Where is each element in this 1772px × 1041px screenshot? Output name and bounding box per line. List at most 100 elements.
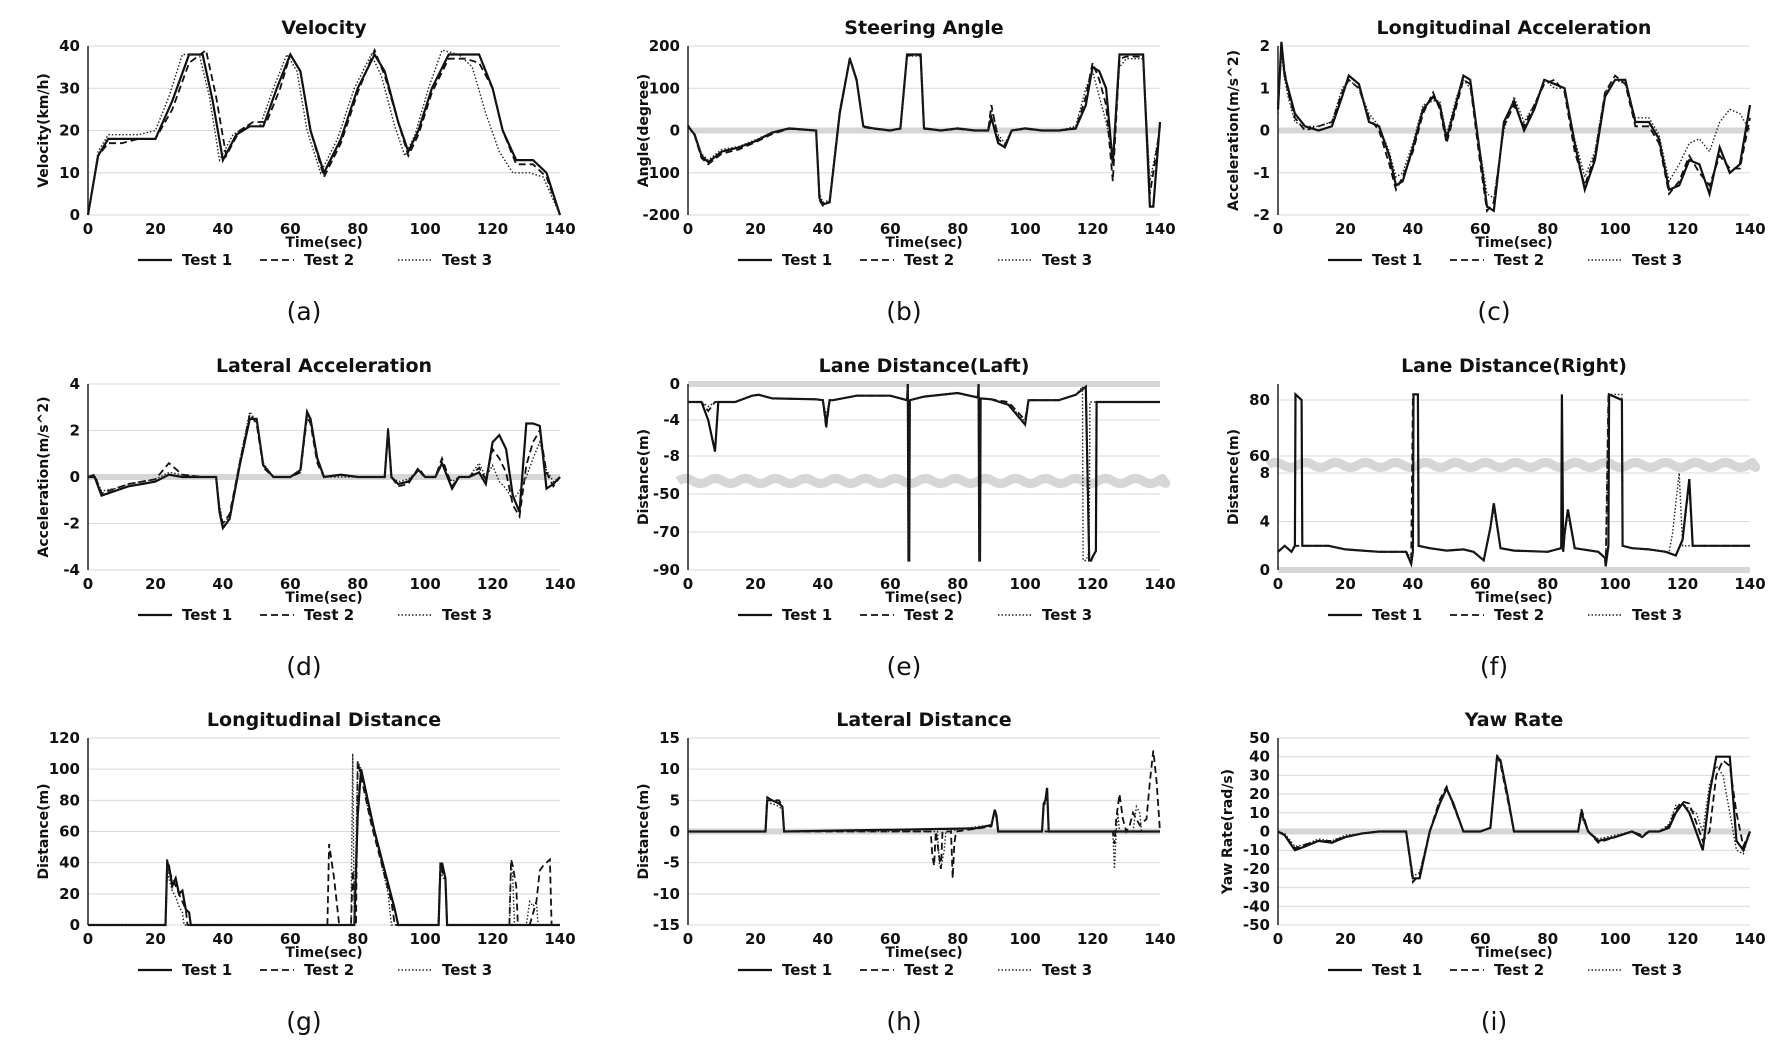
- chart-g: 0 20 40 60 80 100 120 0 20 40 60 80 100 120 140 Longitu…: [36, 709, 576, 1036]
- x-tick-i-2: 40: [1402, 930, 1423, 948]
- y-tick-f-3: 4: [1260, 513, 1270, 531]
- series-h-3: [688, 793, 1160, 870]
- y-tick-e-3: -90: [653, 561, 680, 579]
- x-tick-e-6: 120: [1077, 575, 1108, 593]
- chart-title-d: Lateral Acceleration: [216, 355, 432, 377]
- x-tick-c-4: 80: [1537, 220, 1558, 238]
- x-tick-a-1: 20: [145, 220, 166, 238]
- y-tick-e-0: -8: [663, 447, 680, 465]
- x-tick-f-0: 0: [1273, 575, 1283, 593]
- y-tick-b-1: -100: [642, 164, 680, 182]
- y-tick-g-0: 0: [70, 916, 80, 934]
- y-tick-h-2: -5: [663, 854, 680, 872]
- y-tick-d-2: 0: [70, 468, 80, 486]
- y-tick-i-2: -30: [1243, 879, 1270, 897]
- legend-label-h-1: Test 1: [782, 961, 832, 979]
- y-tick-b-0: -200: [642, 206, 680, 224]
- y-tick-b-2: 0: [670, 122, 680, 140]
- y-axis-label-c: Acceleration(m/s^2): [1226, 50, 1242, 211]
- y-tick-c-4: 2: [1260, 37, 1270, 55]
- x-tick-h-7: 140: [1144, 930, 1175, 948]
- series-g-1: [88, 768, 560, 927]
- x-axis-label-a: Time(sec): [285, 235, 362, 251]
- x-tick-g-2: 40: [212, 930, 233, 948]
- x-tick-g-1: 20: [145, 930, 166, 948]
- x-tick-d-0: 0: [83, 575, 93, 593]
- y-tick-a-2: 20: [59, 122, 80, 140]
- legend-label-b-2: Test 2: [904, 251, 954, 269]
- y-tick-i-4: -10: [1243, 841, 1270, 859]
- legend-label-a-3: Test 3: [442, 251, 492, 269]
- x-tick-e-4: 80: [947, 575, 968, 593]
- legend-label-d-2: Test 2: [304, 606, 354, 624]
- x-tick-h-5: 100: [1009, 930, 1040, 948]
- legend-label-f-3: Test 3: [1632, 606, 1682, 624]
- x-axis-label-g: Time(sec): [285, 945, 362, 961]
- legend-label-g-1: Test 1: [182, 961, 232, 979]
- y-tick-e-4: -70: [653, 523, 680, 541]
- series-h-1: [688, 787, 1160, 833]
- x-tick-i-5: 100: [1599, 930, 1630, 948]
- legend-label-i-2: Test 2: [1494, 961, 1544, 979]
- y-axis-label-h: Distance(m): [636, 783, 652, 879]
- y-tick-d-3: 2: [70, 422, 80, 440]
- y-tick-i-6: 10: [1249, 804, 1270, 822]
- y-tick-f-4: 8: [1260, 464, 1270, 482]
- x-tick-e-5: 100: [1009, 575, 1040, 593]
- chart-title-e: Lane Distance(Laft): [819, 355, 1030, 377]
- x-tick-a-4: 80: [347, 220, 368, 238]
- x-tick-a-6: 120: [477, 220, 508, 238]
- x-tick-i-4: 80: [1537, 930, 1558, 948]
- x-tick-h-6: 120: [1077, 930, 1108, 948]
- x-tick-b-5: 100: [1009, 220, 1040, 238]
- x-tick-b-7: 140: [1144, 220, 1175, 238]
- y-tick-a-1: 10: [59, 164, 80, 182]
- y-tick-e-2: 0: [670, 375, 680, 393]
- x-tick-a-7: 140: [544, 220, 575, 238]
- y-tick-d-1: -2: [63, 515, 80, 533]
- x-axis-label-f: Time(sec): [1475, 590, 1552, 606]
- x-tick-c-6: 120: [1667, 220, 1698, 238]
- x-tick-e-1: 20: [745, 575, 766, 593]
- x-tick-d-2: 40: [212, 575, 233, 593]
- chart-title-f: Lane Distance(Right): [1401, 355, 1627, 377]
- x-tick-a-3: 60: [280, 220, 301, 238]
- x-tick-e-2: 40: [812, 575, 833, 593]
- series-c-1: [1276, 41, 1752, 213]
- series-a-1: [86, 52, 562, 216]
- x-tick-c-2: 40: [1402, 220, 1423, 238]
- x-tick-b-6: 120: [1077, 220, 1108, 238]
- x-tick-f-7: 140: [1734, 575, 1765, 593]
- legend-label-b-3: Test 3: [1042, 251, 1092, 269]
- y-tick-c-2: 0: [1260, 122, 1270, 140]
- x-tick-c-1: 20: [1335, 220, 1356, 238]
- x-axis-label-c: Time(sec): [1475, 235, 1552, 251]
- chart-title-a: Velocity: [281, 17, 367, 39]
- x-axis-label-b: Time(sec): [885, 235, 962, 251]
- series-e-3: [688, 383, 1160, 562]
- y-tick-h-3: 0: [670, 823, 680, 841]
- chart-title-c: Longitudinal Acceleration: [1377, 17, 1652, 39]
- y-axis-label-i: Yaw Rate(rad/s): [1220, 769, 1236, 895]
- x-tick-e-3: 60: [880, 575, 901, 593]
- y-tick-f-2: 0: [1260, 561, 1270, 579]
- legend-label-a-1: Test 1: [182, 251, 232, 269]
- x-tick-h-1: 20: [745, 930, 766, 948]
- y-tick-d-4: 4: [70, 375, 80, 393]
- x-tick-g-7: 140: [544, 930, 575, 948]
- x-tick-i-0: 0: [1273, 930, 1283, 948]
- x-tick-b-0: 0: [683, 220, 693, 238]
- y-tick-i-10: 50: [1249, 729, 1270, 747]
- x-tick-d-4: 80: [347, 575, 368, 593]
- chart-title-b: Steering Angle: [844, 17, 1003, 39]
- chart-title-g: Longitudinal Distance: [207, 709, 441, 731]
- y-tick-h-4: 5: [670, 791, 680, 809]
- x-tick-f-1: 20: [1335, 575, 1356, 593]
- y-axis-label-d: Acceleration(m/s^2): [36, 397, 52, 558]
- legend-label-e-1: Test 1: [782, 606, 832, 624]
- x-tick-e-0: 0: [683, 575, 693, 593]
- x-tick-b-2: 40: [812, 220, 833, 238]
